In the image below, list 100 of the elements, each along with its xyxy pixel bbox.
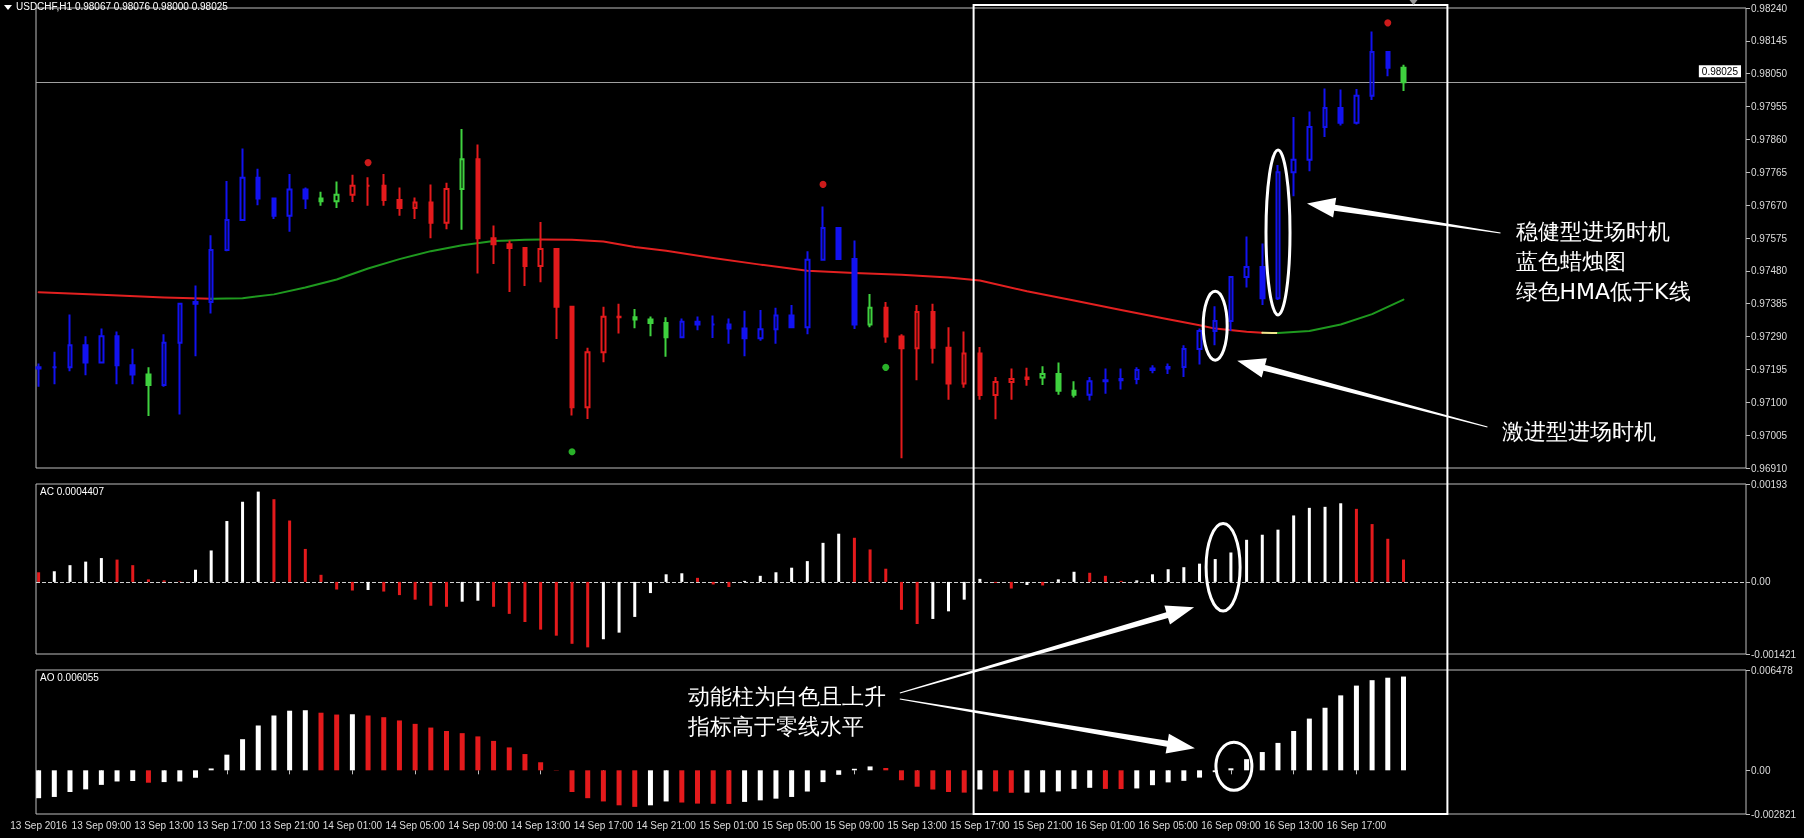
bar bbox=[302, 710, 308, 771]
bar bbox=[1323, 506, 1327, 582]
bar bbox=[1245, 539, 1249, 582]
x-tick-label: 16 Sep 13:00 bbox=[1263, 819, 1324, 831]
bar bbox=[1339, 503, 1343, 582]
x-tick-label: 14 Sep 13:00 bbox=[510, 819, 571, 831]
candlestick bbox=[145, 366, 152, 418]
bar bbox=[663, 770, 669, 802]
ref-line-label: 0.98025 bbox=[1701, 65, 1739, 77]
x-tick-label: 13 Sep 09:00 bbox=[71, 819, 132, 831]
x-tick-label: 14 Sep 05:00 bbox=[385, 819, 446, 831]
x-tick-label: 15 Sep 13:00 bbox=[887, 819, 948, 831]
bar bbox=[1260, 534, 1264, 582]
candlestick bbox=[239, 147, 246, 222]
candlestick bbox=[1322, 87, 1328, 139]
candlestick bbox=[82, 335, 89, 377]
candlestick bbox=[679, 317, 685, 339]
point bbox=[882, 363, 890, 371]
bar bbox=[852, 537, 856, 582]
bar bbox=[790, 567, 794, 582]
bar bbox=[523, 581, 527, 622]
annotation: 指标高于零线水平 bbox=[687, 713, 864, 741]
candlestick bbox=[1008, 367, 1015, 401]
bar bbox=[1228, 768, 1234, 771]
candlestick bbox=[443, 181, 450, 231]
bar bbox=[804, 770, 810, 792]
candlestick bbox=[1181, 344, 1187, 379]
y-tick-label: 0.006478 bbox=[1751, 664, 1794, 676]
bar bbox=[350, 581, 354, 591]
bar bbox=[539, 581, 543, 630]
bar bbox=[1276, 529, 1280, 582]
bar bbox=[475, 736, 481, 771]
x-tick-label: 13 Sep 13:00 bbox=[134, 819, 195, 831]
annotation: 动能柱为白色且上升 bbox=[687, 683, 886, 711]
candlestick bbox=[114, 330, 120, 386]
chart-title: USDCHF,H1 0.98067 0.98076 0.98000 0.98025 bbox=[16, 0, 229, 12]
bar bbox=[884, 568, 888, 582]
candlestick bbox=[569, 305, 575, 417]
candlestick bbox=[333, 180, 340, 209]
candlestick bbox=[977, 345, 983, 401]
candlestick bbox=[600, 305, 607, 364]
bar bbox=[742, 770, 748, 802]
x-tick-label: 15 Sep 01:00 bbox=[699, 819, 760, 831]
bar bbox=[145, 770, 151, 783]
bar bbox=[161, 770, 167, 783]
bar bbox=[303, 548, 307, 582]
bar bbox=[946, 770, 952, 792]
y-tick-label: 0.96910 bbox=[1751, 462, 1788, 474]
candlestick bbox=[1212, 305, 1218, 347]
candlestick bbox=[349, 173, 356, 204]
candlestick bbox=[883, 300, 889, 344]
bar bbox=[648, 581, 652, 594]
candlestick bbox=[1055, 361, 1062, 396]
candlestick bbox=[381, 173, 387, 207]
bar bbox=[647, 770, 653, 806]
y-tick-label: 0.97005 bbox=[1751, 429, 1788, 441]
y-tick-label: 0.97765 bbox=[1751, 166, 1788, 178]
bar bbox=[507, 581, 511, 614]
bar bbox=[114, 770, 120, 782]
y-tick-label: 0.97955 bbox=[1751, 101, 1788, 113]
bar bbox=[601, 581, 605, 640]
x-tick-label: 14 Sep 01:00 bbox=[322, 819, 383, 831]
bar bbox=[177, 770, 183, 782]
bar bbox=[1103, 575, 1107, 582]
bar bbox=[1292, 515, 1296, 582]
bar bbox=[1087, 770, 1093, 788]
bar bbox=[820, 770, 826, 783]
bar bbox=[710, 770, 716, 804]
candlestick bbox=[51, 350, 58, 386]
bar bbox=[1370, 524, 1374, 582]
candlestick bbox=[647, 315, 654, 338]
y-tick-label: 0.00193 bbox=[1751, 478, 1788, 490]
bar bbox=[1071, 770, 1077, 789]
bar bbox=[366, 581, 370, 591]
candlestick bbox=[1039, 365, 1046, 386]
bar bbox=[491, 740, 497, 771]
bar bbox=[773, 770, 779, 799]
candlestick bbox=[1385, 49, 1391, 78]
bar bbox=[476, 581, 480, 601]
bar bbox=[1008, 770, 1014, 793]
candlestick bbox=[255, 167, 261, 207]
bar bbox=[1088, 572, 1092, 582]
bar bbox=[37, 572, 41, 582]
x-tick-label: 16 Sep 17:00 bbox=[1326, 819, 1387, 831]
bar bbox=[459, 733, 465, 771]
bar bbox=[1353, 685, 1359, 771]
y-tick-label: 0.97290 bbox=[1751, 331, 1788, 343]
bar bbox=[569, 770, 575, 792]
bar bbox=[961, 770, 967, 793]
candlestick bbox=[475, 143, 481, 275]
bar bbox=[585, 770, 591, 799]
bar bbox=[225, 521, 229, 582]
bar bbox=[1181, 770, 1187, 781]
bar bbox=[1400, 676, 1406, 771]
candlestick bbox=[914, 304, 920, 382]
bar bbox=[962, 581, 966, 600]
x-tick-label: 16 Sep 09:00 bbox=[1201, 819, 1262, 831]
bar bbox=[978, 578, 982, 582]
x-tick-label: 15 Sep 21:00 bbox=[1012, 819, 1073, 831]
y-tick-label: 0.98050 bbox=[1751, 68, 1788, 80]
